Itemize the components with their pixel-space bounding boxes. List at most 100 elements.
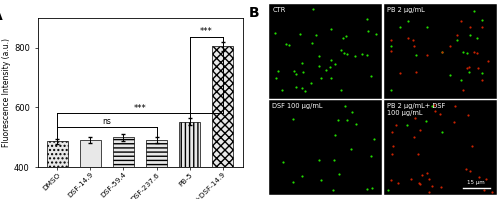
Point bbox=[462, 168, 470, 171]
Point bbox=[394, 181, 402, 184]
Point bbox=[315, 54, 323, 57]
Point bbox=[470, 51, 478, 54]
Point bbox=[332, 133, 340, 137]
Point bbox=[453, 34, 461, 37]
Point bbox=[456, 79, 464, 82]
Point bbox=[446, 73, 454, 76]
Point bbox=[437, 185, 445, 189]
Point bbox=[340, 104, 348, 107]
Point bbox=[464, 114, 471, 117]
Point bbox=[475, 176, 483, 179]
Point bbox=[337, 49, 345, 52]
Point bbox=[470, 10, 478, 13]
Point bbox=[318, 179, 326, 182]
Point bbox=[296, 33, 304, 36]
Text: PB 2 μg/mL: PB 2 μg/mL bbox=[388, 7, 425, 13]
Point bbox=[474, 36, 482, 40]
Point bbox=[466, 34, 474, 37]
Point bbox=[416, 182, 424, 186]
Point bbox=[347, 148, 355, 151]
Y-axis label: Fluorescence Intensity (a.u.): Fluorescence Intensity (a.u.) bbox=[2, 38, 11, 147]
Point bbox=[410, 136, 418, 139]
Point bbox=[466, 65, 473, 68]
Point bbox=[363, 187, 371, 190]
Point bbox=[334, 173, 342, 176]
Point bbox=[326, 58, 334, 61]
Point bbox=[424, 53, 432, 57]
Point bbox=[422, 171, 430, 174]
Point bbox=[428, 185, 436, 188]
Point bbox=[363, 18, 371, 21]
Point bbox=[364, 30, 372, 33]
Point bbox=[271, 31, 279, 35]
Point bbox=[478, 72, 486, 75]
Point bbox=[338, 88, 345, 91]
Point bbox=[351, 55, 359, 58]
Point bbox=[450, 120, 458, 123]
Point bbox=[312, 33, 320, 36]
Point bbox=[424, 26, 432, 29]
Bar bbox=[80, 140, 101, 167]
Point bbox=[478, 18, 486, 21]
Point bbox=[292, 73, 300, 76]
Point bbox=[278, 89, 286, 92]
Point bbox=[299, 70, 307, 74]
Point bbox=[412, 53, 420, 57]
Point bbox=[328, 77, 336, 80]
Point bbox=[468, 144, 476, 147]
Point bbox=[463, 67, 471, 70]
Point bbox=[388, 49, 396, 52]
Point bbox=[274, 70, 282, 73]
Text: B: B bbox=[249, 6, 260, 20]
Point bbox=[415, 181, 423, 184]
Point bbox=[368, 186, 376, 189]
Point bbox=[358, 52, 366, 55]
Point bbox=[352, 122, 360, 126]
Point bbox=[328, 28, 336, 31]
Point bbox=[289, 180, 297, 183]
Point bbox=[404, 36, 412, 40]
Point bbox=[330, 158, 338, 161]
Point bbox=[456, 20, 464, 23]
Point bbox=[466, 170, 474, 173]
Point bbox=[488, 190, 496, 193]
Point bbox=[316, 77, 324, 80]
Text: DSF 100 μg/mL: DSF 100 μg/mL bbox=[272, 103, 323, 109]
Point bbox=[390, 145, 398, 148]
Point bbox=[446, 44, 454, 48]
Point bbox=[453, 38, 461, 41]
Bar bbox=[112, 137, 134, 167]
Point bbox=[282, 42, 290, 45]
Point bbox=[392, 123, 400, 126]
Point bbox=[478, 79, 486, 82]
Point bbox=[396, 26, 404, 29]
Point bbox=[315, 64, 323, 67]
Point bbox=[298, 175, 306, 178]
Bar bbox=[46, 141, 68, 167]
Point bbox=[388, 152, 396, 155]
Point bbox=[344, 53, 351, 56]
Point bbox=[416, 128, 424, 131]
Text: PB 2 μg/mL+ DSF
100 μg/mL: PB 2 μg/mL+ DSF 100 μg/mL bbox=[388, 103, 446, 116]
Point bbox=[342, 35, 349, 38]
Point bbox=[460, 50, 468, 53]
Point bbox=[372, 33, 380, 36]
Point bbox=[306, 81, 314, 84]
Bar bbox=[146, 140, 168, 167]
Point bbox=[432, 109, 440, 113]
Point bbox=[438, 51, 446, 54]
Point bbox=[301, 89, 309, 92]
Point bbox=[404, 20, 412, 23]
Point bbox=[289, 117, 297, 120]
Point bbox=[348, 110, 356, 113]
Point bbox=[387, 38, 395, 41]
Point bbox=[363, 54, 371, 57]
Point bbox=[436, 113, 444, 116]
Point bbox=[474, 66, 482, 69]
Point bbox=[308, 41, 316, 44]
Point bbox=[388, 131, 396, 134]
Point bbox=[331, 62, 339, 65]
Point bbox=[466, 26, 474, 29]
Point bbox=[407, 177, 415, 180]
Point bbox=[340, 51, 348, 55]
